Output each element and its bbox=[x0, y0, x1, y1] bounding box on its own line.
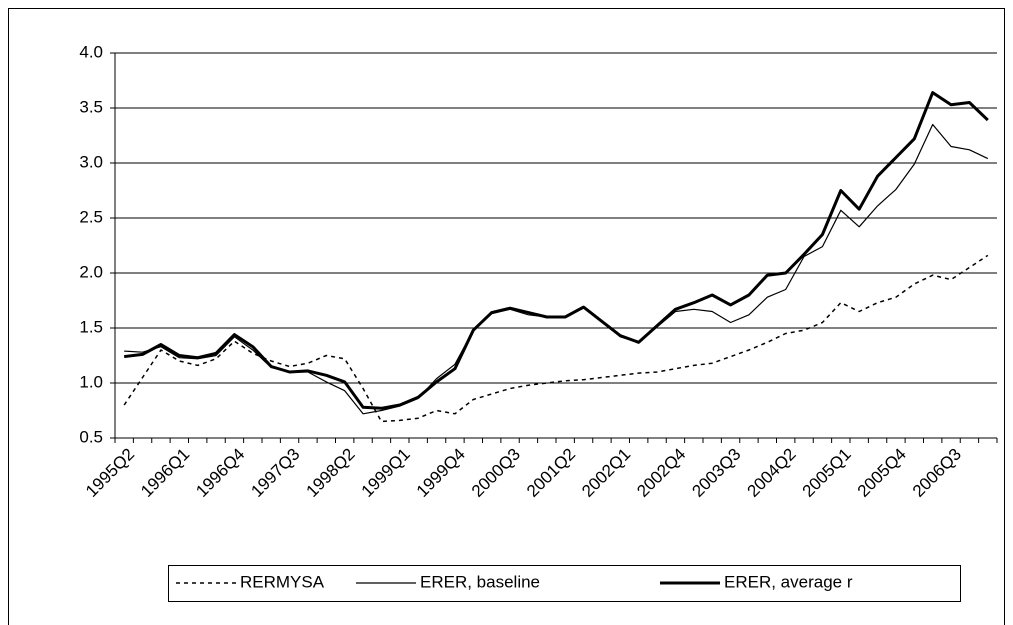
legend-label: ERER, baseline bbox=[420, 572, 540, 591]
x-tick-label: 2000Q3 bbox=[468, 445, 524, 501]
y-tick-label: 1.0 bbox=[79, 372, 103, 391]
x-tick-label: 2004Q2 bbox=[743, 445, 799, 501]
x-tick-label: 2005Q1 bbox=[799, 445, 855, 501]
series-line bbox=[124, 123, 989, 415]
x-tick-label: 1999Q4 bbox=[413, 445, 469, 501]
series-line bbox=[123, 254, 989, 423]
legend-box bbox=[168, 565, 961, 602]
x-tick-label: 2002Q4 bbox=[633, 445, 689, 501]
x-tick-label: 2001Q2 bbox=[523, 445, 579, 501]
legend-label: RERMYSA bbox=[240, 572, 325, 591]
series-line bbox=[124, 91, 989, 410]
x-tick-label: 1997Q3 bbox=[247, 445, 303, 501]
x-tick-label: 1998Q2 bbox=[302, 445, 358, 501]
y-tick-label: 4.0 bbox=[79, 42, 103, 61]
y-tick-label: 3.5 bbox=[79, 97, 103, 116]
x-tick-label: 2003Q3 bbox=[688, 445, 744, 501]
chart-frame bbox=[8, 8, 1005, 625]
x-tick-label: 2002Q1 bbox=[578, 445, 634, 501]
y-tick-label: 2.0 bbox=[79, 262, 103, 281]
y-tick-label: 2.5 bbox=[79, 207, 103, 226]
x-tick-label: 2005Q4 bbox=[854, 445, 910, 501]
x-tick-label: 1995Q2 bbox=[82, 445, 138, 501]
x-tick-label: 2006Q3 bbox=[909, 445, 965, 501]
y-tick-label: 1.5 bbox=[79, 317, 103, 336]
x-tick-label: 1996Q1 bbox=[137, 445, 193, 501]
x-tick-label: 1999Q1 bbox=[358, 445, 414, 501]
legend-label: ERER, average r bbox=[724, 572, 853, 591]
y-tick-label: 0.5 bbox=[79, 427, 103, 446]
y-tick-label: 3.0 bbox=[79, 152, 103, 171]
x-tick-label: 1996Q4 bbox=[192, 445, 248, 501]
